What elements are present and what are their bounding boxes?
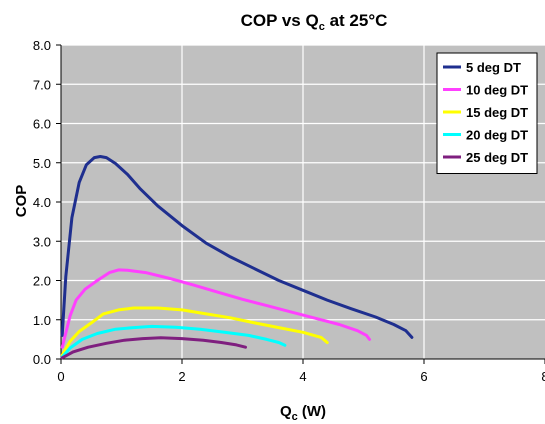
x-tick-label: 2 [178,369,185,384]
x-tick-label: 6 [420,369,427,384]
legend: 5 deg DT 10 deg DT 15 deg DT 20 deg DT 25 de… [436,52,538,174]
x-tick-label: 8 [541,369,545,384]
chart-title-rest: at 25°C [325,11,388,30]
y-tick-label: 2.0 [33,274,51,289]
series-line [60,268,371,349]
x-axis-title: Qc (W) [280,403,326,423]
x-tick-label: 4 [299,369,306,384]
y-tick-label: 4.0 [33,195,51,210]
legend-label: 10 deg DT [466,83,528,98]
y-tick-label: 3.0 [33,234,51,249]
legend-label: 15 deg DT [466,105,528,120]
plot-area: 0 2 4 6 8 0.0 1.0 2.0 3.0 4.0 5.0 6.0 7.0 8.0 5 deg DT… [33,38,545,384]
x-axis-title-main: Q [280,403,292,420]
y-tick-label: 6.0 [33,117,51,132]
series-line [60,155,414,339]
series-line [60,336,247,360]
x-tick-label: 0 [57,369,64,384]
y-tick-label: 8.0 [33,38,51,53]
series-line [60,324,287,359]
y-axis-title: COP [13,185,30,218]
x-axis-title-rest: (W) [298,403,326,420]
series-line [60,306,329,357]
y-tick-label: 0.0 [33,352,51,367]
legend-label: 25 deg DT [466,150,528,165]
chart-title: COP vs Qc at 25°C [241,11,388,33]
y-tick-label: 1.0 [33,313,51,328]
legend-label: 5 deg DT [466,60,521,75]
chart-title-subscript: c [319,21,325,33]
legend-label: 20 deg DT [466,128,528,143]
y-tick-label: 5.0 [33,156,51,171]
x-axis-title-subscript: c [292,411,298,423]
chart-title-main: COP vs Q [241,11,319,30]
y-tick-label: 7.0 [33,77,51,92]
